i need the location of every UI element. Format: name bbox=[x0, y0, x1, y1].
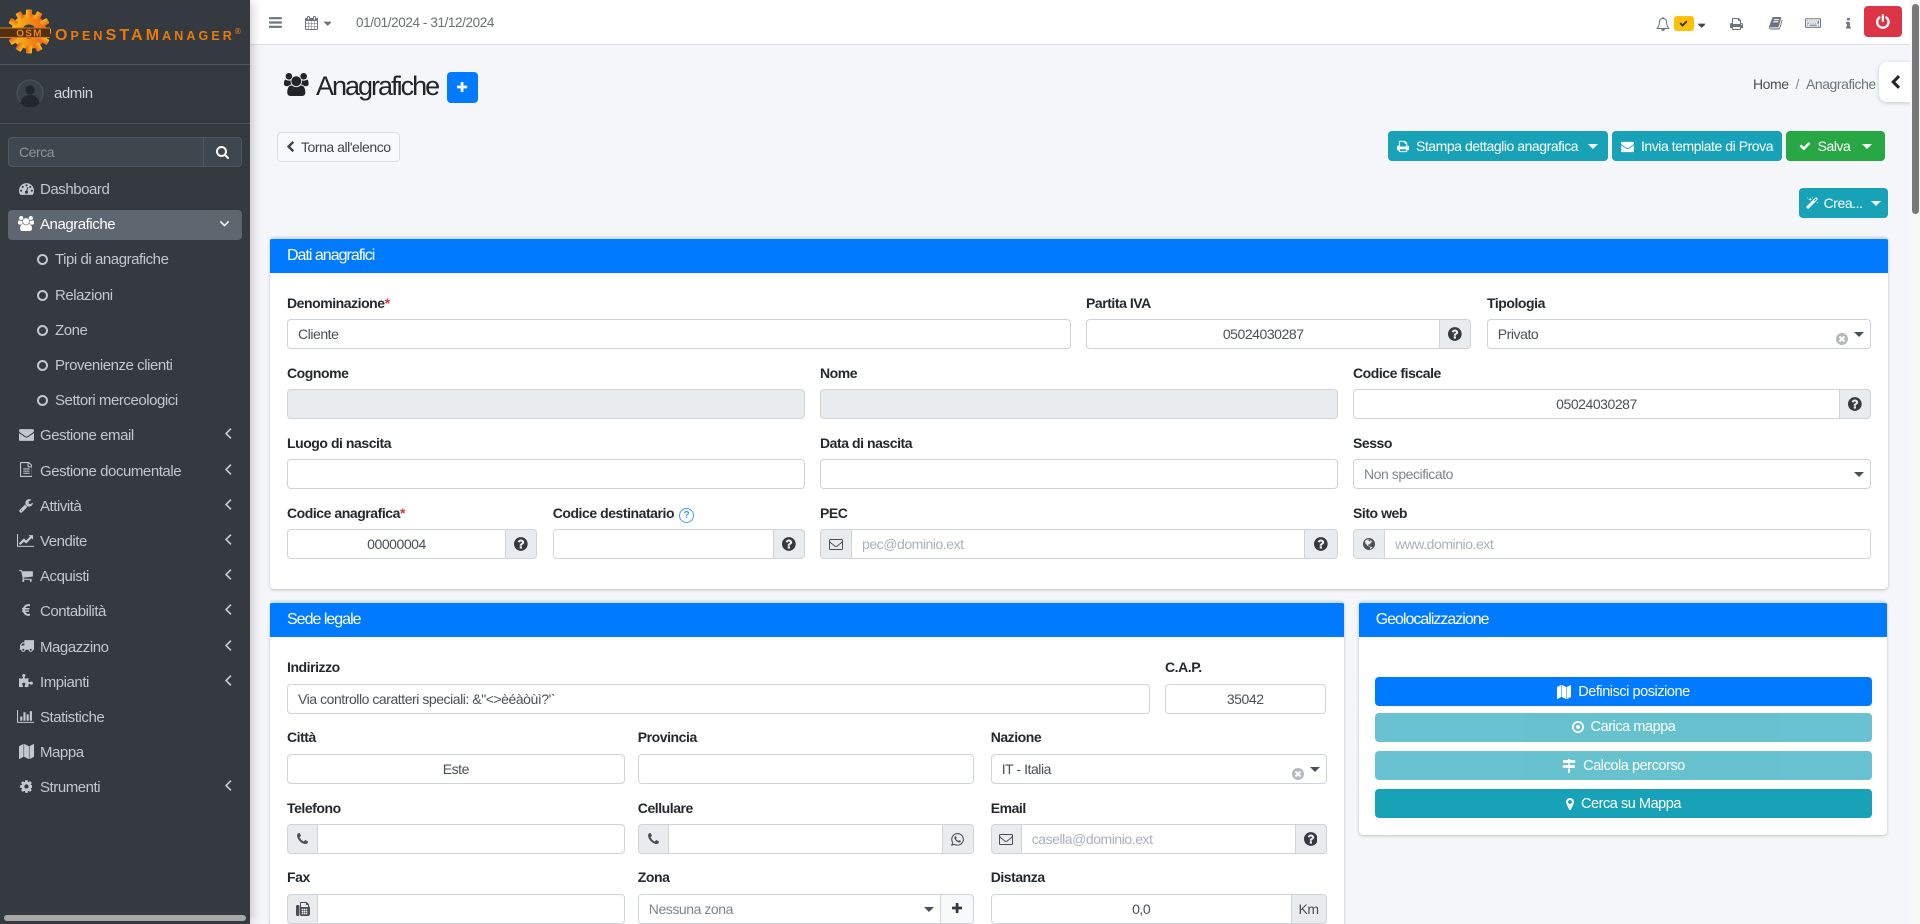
svg-text:OSM: OSM bbox=[16, 29, 42, 40]
